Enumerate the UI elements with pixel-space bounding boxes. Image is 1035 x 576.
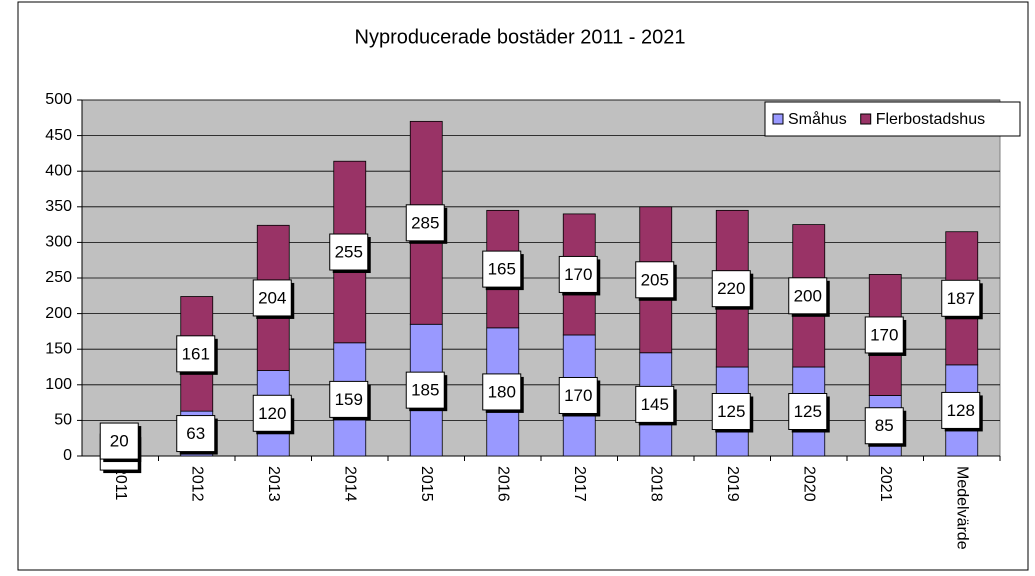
x-tick-label: 2012: [189, 466, 206, 502]
data-label: 285: [411, 213, 439, 232]
label-box: [405, 371, 445, 409]
label-box: [941, 391, 981, 429]
label-box: [329, 380, 369, 418]
data-label: 63: [186, 424, 205, 443]
label-box: [635, 385, 675, 423]
y-tick-label: 400: [45, 162, 72, 179]
legend-box: [764, 101, 1021, 137]
x-tick-label: 2017: [571, 466, 588, 502]
label-box: [176, 415, 216, 453]
label-box: [941, 279, 981, 317]
x-tick-label: 2019: [724, 466, 741, 502]
label-box: [864, 316, 904, 354]
label-box: [482, 373, 522, 411]
data-label: 255: [335, 242, 363, 261]
legend-label: Flerbostadshus: [876, 111, 985, 128]
label-box: [864, 407, 904, 445]
data-label: 128: [947, 401, 975, 420]
data-label: 200: [794, 286, 822, 305]
y-tick-label: 300: [45, 234, 72, 251]
label-box: [788, 393, 828, 430]
legend-label: Småhus: [788, 110, 847, 128]
label-box: [635, 261, 675, 299]
label-box: [405, 204, 445, 242]
y-tick-label: 350: [45, 198, 72, 215]
label-box: [558, 376, 598, 414]
x-tick-label: 2014: [342, 466, 359, 502]
x-tick-label: 2016: [495, 466, 512, 502]
data-label: 125: [794, 402, 822, 421]
y-tick-label: 50: [54, 412, 72, 429]
data-label: 220: [717, 279, 745, 298]
x-tick-label: 2011: [112, 466, 129, 501]
data-label: 170: [564, 386, 592, 405]
y-tick-label: 0: [63, 447, 72, 464]
data-label: 205: [641, 270, 669, 289]
y-tick-label: 250: [45, 269, 72, 286]
data-label: 185: [411, 381, 439, 400]
label-box: [711, 270, 751, 308]
legend-swatch: [860, 113, 872, 125]
label-box: [788, 277, 828, 315]
label-box: [558, 255, 598, 293]
data-label: 20: [110, 432, 129, 451]
x-tick-label: 2020: [801, 466, 818, 502]
x-tick-label: 2018: [648, 466, 665, 502]
data-label: 204: [258, 288, 286, 307]
label-box: [329, 233, 369, 271]
y-tick-label: 450: [45, 127, 72, 144]
x-tick-label: 2013: [265, 466, 282, 502]
data-label: 170: [870, 325, 898, 344]
legend-swatch: [772, 113, 784, 125]
x-tick-label: 2021: [877, 466, 894, 502]
label-box: [252, 279, 292, 317]
y-tick-label: 150: [45, 340, 72, 357]
data-label: 165: [488, 260, 516, 279]
data-label: 120: [258, 404, 286, 423]
label-box: [176, 335, 216, 373]
y-tick-label: 100: [45, 376, 72, 393]
x-tick-label: Medelvärde: [954, 466, 971, 550]
data-label: 145: [641, 395, 669, 414]
y-tick-label: 200: [45, 305, 72, 322]
label-box: [711, 393, 751, 430]
data-label: 187: [947, 289, 975, 308]
data-label: 125: [717, 402, 745, 421]
data-label: 159: [335, 390, 363, 409]
y-tick-label: 500: [45, 91, 72, 108]
data-label: 170: [564, 265, 592, 284]
x-tick-label: 2015: [418, 466, 435, 502]
label-box: [99, 422, 139, 460]
data-label: 85: [875, 416, 894, 435]
chart-title: Nyproducerade bostäder 2011 - 2021: [355, 26, 686, 48]
label-box: [252, 394, 292, 432]
data-label: 161: [182, 344, 210, 363]
label-box: [482, 250, 522, 288]
data-label: 180: [488, 382, 516, 401]
